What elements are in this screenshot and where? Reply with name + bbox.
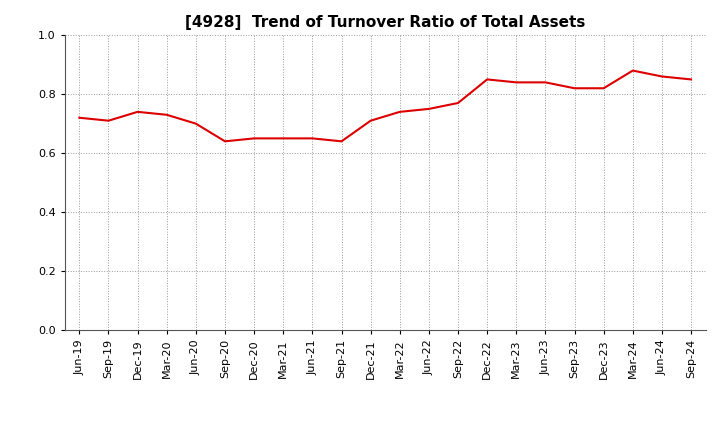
Title: [4928]  Trend of Turnover Ratio of Total Assets: [4928] Trend of Turnover Ratio of Total … [185,15,585,30]
